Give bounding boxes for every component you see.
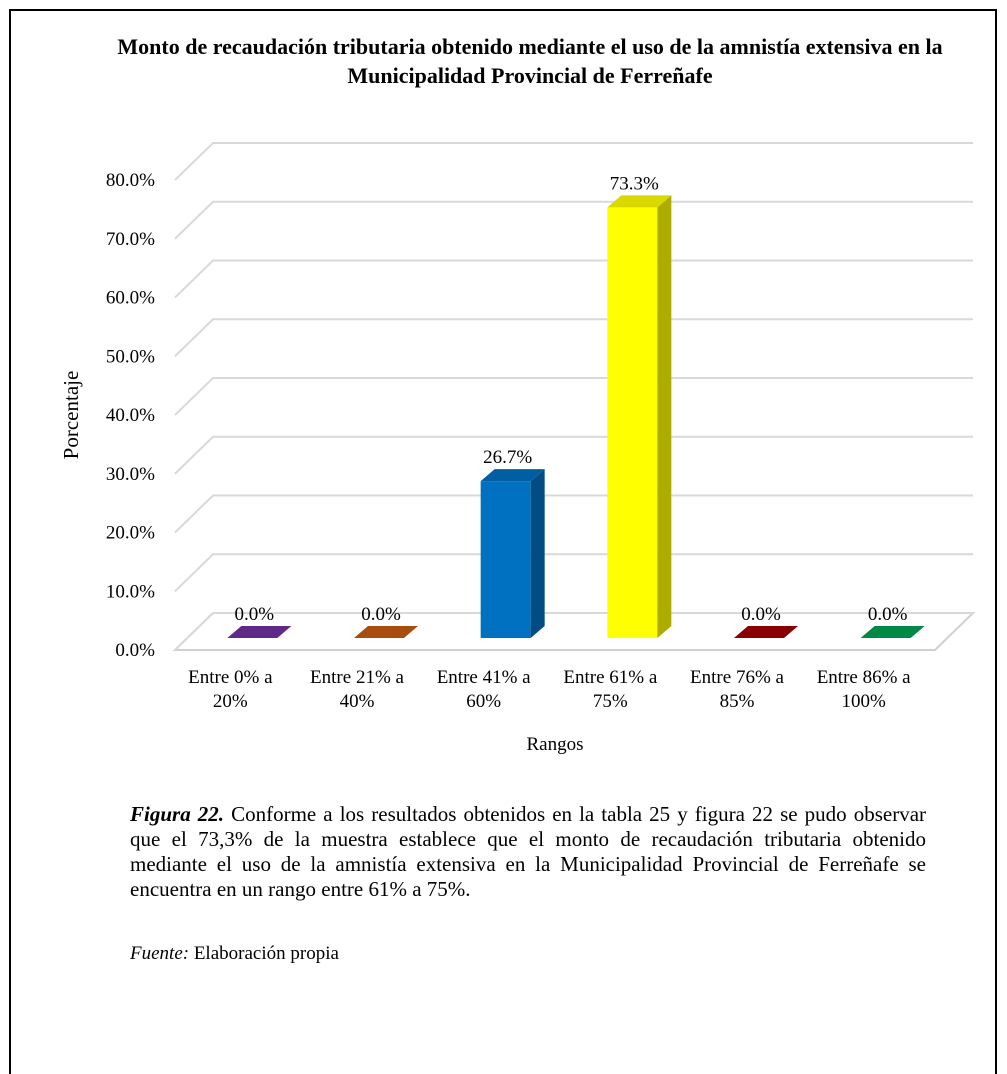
x-tick-label: Entre 86% a 100% [816,667,911,712]
bar-top [860,626,925,638]
grid-line [174,553,973,592]
grid-line [174,200,973,240]
grid-line [174,142,973,181]
grid-line [174,435,973,475]
source-label: Fuente: [130,943,190,964]
data-label: 0.0% [868,604,908,625]
data-label: 0.0% [741,604,781,625]
y-tick-label: 30.0% [106,464,155,485]
grid-line [174,318,973,357]
data-label: 73.3% [610,173,659,194]
grid-line [174,259,973,299]
y-tick-label: 80.0% [106,170,155,191]
y-tick-label: 20.0% [106,523,155,544]
bar-top [227,626,292,638]
bar [734,626,798,638]
x-axis-label: Rangos [527,734,584,755]
grid-line [174,494,973,534]
y-axis-label: Porcentaje [59,371,83,460]
data-label: 0.0% [235,604,275,625]
bar-top [734,626,798,638]
bar [860,626,925,638]
bar [607,195,672,639]
bar-top [480,469,545,482]
y-tick-label: 40.0% [106,405,155,426]
caption-text: Conforme a los resultados obtenidos en l… [130,802,927,901]
frame [9,9,997,1074]
source: Fuente: Elaboración propia [130,943,339,965]
bar-side [657,195,672,639]
chart-title: Monto de recaudación tributaria obtenido… [117,34,943,88]
data-label: 0.0% [361,604,401,625]
caption-label: Figura 22. [130,802,225,826]
bar-top [607,195,672,208]
bar [354,626,418,638]
x-tick-label: Entre 41% a 60% [436,667,531,712]
x-tick-label: Entre 21% a 40% [310,667,404,712]
y-tick-label: 50.0% [106,346,155,367]
x-tick-label: Entre 61% a 75% [563,667,658,712]
source-text: Elaboración propia [193,943,339,964]
bar-front [607,207,658,639]
bar-side [530,469,545,638]
bar [227,626,292,638]
caption: Figura 22. Conforme a los resultados obt… [130,802,926,902]
bar-top [354,626,418,638]
y-tick-label: 60.0% [106,288,155,309]
bar [480,469,545,638]
floor [172,612,976,651]
y-tick-label: 10.0% [106,581,155,602]
y-tick-label: 0.0% [115,640,155,661]
x-tick-label: Entre 76% a 85% [690,667,784,712]
data-label: 26.7% [483,447,532,468]
x-tick-label: Entre 0% a 20% [188,667,273,712]
grid-line [174,612,973,651]
y-tick-label: 70.0% [106,229,155,250]
grid-line [174,377,973,416]
bar-front [480,481,531,638]
